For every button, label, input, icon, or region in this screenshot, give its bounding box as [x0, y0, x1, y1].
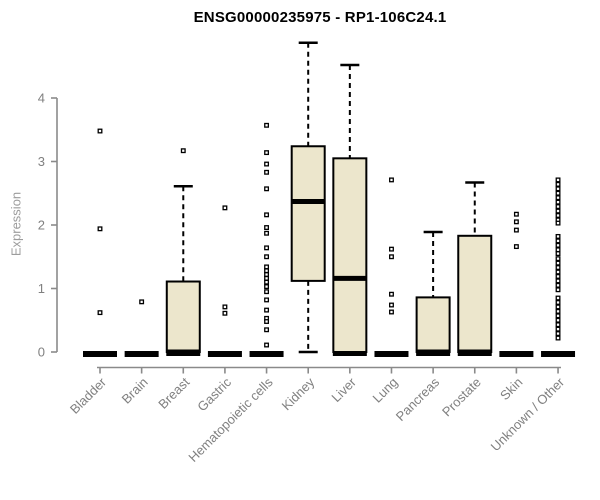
- outlier-point-lung: [389, 302, 394, 308]
- box-liver: [332, 157, 368, 353]
- outlier-point-gastric: [222, 304, 228, 310]
- outlier-point-unknown-other: [555, 213, 561, 218]
- x-category-label-unknown-other: Unknown / Other: [488, 374, 568, 454]
- outlier-point-hematopoietic-cells: [264, 254, 270, 260]
- outlier-point-lung: [389, 246, 394, 252]
- outlier-point-unknown-other: [555, 251, 561, 257]
- y-tick-label: 0: [38, 345, 45, 360]
- outlier-point-unknown-other: [555, 300, 561, 305]
- outlier-point-skin: [513, 219, 519, 225]
- outlier-point-unknown-other: [555, 317, 561, 323]
- outlier-point-unknown-other: [555, 335, 561, 341]
- outlier-point-breast: [180, 148, 186, 154]
- outlier-point-bladder: [97, 310, 103, 316]
- outlier-point-lung: [389, 291, 394, 297]
- outlier-point-unknown-other: [555, 269, 561, 275]
- outlier-point-hematopoietic-cells: [264, 289, 270, 295]
- outlier-point-unknown-other: [555, 238, 561, 244]
- outlier-point-unknown-other: [555, 326, 561, 332]
- outlier-point-unknown-other: [555, 295, 561, 301]
- outlier-point-hematopoietic-cells: [264, 275, 270, 281]
- box-prostate: [457, 234, 493, 353]
- outlier-point-unknown-other: [555, 195, 561, 201]
- outlier-point-unknown-other: [555, 190, 561, 196]
- outlier-point-hematopoietic-cells: [264, 284, 270, 290]
- box-breast: [165, 280, 201, 354]
- x-category-label-kidney: Kidney: [279, 374, 318, 413]
- outlier-point-hematopoietic-cells: [264, 212, 270, 218]
- outlier-point-unknown-other: [555, 181, 561, 187]
- outlier-point-hematopoietic-cells: [264, 268, 270, 274]
- y-tick-label: 2: [38, 218, 45, 233]
- outlier-point-skin: [513, 244, 519, 250]
- box-kidney: [290, 145, 326, 282]
- outlier-point-unknown-other: [555, 260, 561, 266]
- outlier-point-skin: [513, 227, 519, 233]
- x-category-label-skin: Skin: [497, 375, 525, 403]
- outlier-point-unknown-other: [555, 233, 561, 239]
- outlier-point-bladder: [97, 128, 103, 134]
- outlier-point-bladder: [97, 226, 103, 232]
- outlier-point-lung: [389, 309, 394, 315]
- y-tick-label: 4: [38, 91, 45, 106]
- outlier-point-hematopoietic-cells: [264, 264, 270, 270]
- y-tick-label: 1: [38, 281, 45, 296]
- x-category-label-brain: Brain: [119, 375, 151, 407]
- outlier-point-unknown-other: [555, 242, 561, 248]
- x-category-label-bladder: Bladder: [67, 374, 110, 417]
- outlier-point-unknown-other: [555, 331, 561, 337]
- outlier-point-unknown-other: [555, 304, 561, 310]
- outlier-point-hematopoietic-cells: [264, 272, 270, 277]
- outlier-point-hematopoietic-cells: [264, 225, 270, 230]
- outlier-point-unknown-other: [555, 186, 561, 192]
- x-category-label-liver: Liver: [328, 374, 359, 405]
- outlier-point-unknown-other: [555, 220, 561, 226]
- outlier-point-hematopoietic-cells: [264, 169, 270, 175]
- outlier-point-hematopoietic-cells: [264, 230, 270, 236]
- x-category-label-gastric: Gastric: [194, 374, 234, 414]
- outlier-point-unknown-other: [555, 287, 561, 293]
- outlier-point-unknown-other: [555, 308, 561, 314]
- x-category-label-pancreas: Pancreas: [393, 374, 443, 424]
- outlier-point-hematopoietic-cells: [264, 297, 270, 303]
- outlier-point-hematopoietic-cells: [264, 307, 270, 313]
- outlier-point-unknown-other: [555, 247, 561, 253]
- outlier-point-lung: [389, 177, 394, 183]
- outlier-point-unknown-other: [555, 273, 561, 279]
- box-pancreas: [415, 296, 451, 354]
- x-category-label-breast: Breast: [155, 374, 192, 411]
- outlier-point-hematopoietic-cells: [264, 122, 270, 128]
- chart-title: ENSG00000235975 - RP1-106C24.1: [193, 9, 447, 26]
- outlier-point-hematopoietic-cells: [264, 279, 270, 285]
- outlier-point-hematopoietic-cells: [264, 245, 270, 251]
- outlier-point-skin: [513, 211, 519, 217]
- outlier-point-unknown-other: [555, 282, 561, 288]
- outlier-point-unknown-other: [555, 256, 561, 262]
- outlier-point-lung: [389, 254, 394, 260]
- x-category-label-prostate: Prostate: [439, 375, 484, 420]
- outlier-point-hematopoietic-cells: [264, 161, 270, 167]
- outlier-point-unknown-other: [555, 265, 561, 270]
- y-tick-label: 3: [38, 154, 45, 169]
- outlier-point-unknown-other: [555, 322, 561, 328]
- outlier-point-hematopoietic-cells: [264, 319, 270, 324]
- outlier-point-unknown-other: [555, 177, 561, 183]
- outlier-point-gastric: [222, 310, 228, 316]
- x-category-label-lung: Lung: [370, 375, 401, 406]
- outlier-point-hematopoietic-cells: [264, 186, 270, 192]
- outlier-point-gastric: [222, 205, 228, 211]
- outlier-point-hematopoietic-cells: [264, 327, 270, 333]
- outlier-point-hematopoietic-cells: [264, 342, 270, 348]
- outlier-point-unknown-other: [555, 313, 561, 319]
- outlier-point-unknown-other: [555, 208, 561, 214]
- outlier-point-unknown-other: [555, 204, 561, 210]
- outlier-point-brain: [139, 299, 145, 305]
- outlier-point-unknown-other: [555, 199, 561, 205]
- outlier-point-unknown-other: [555, 278, 561, 284]
- outlier-point-hematopoietic-cells: [264, 150, 270, 156]
